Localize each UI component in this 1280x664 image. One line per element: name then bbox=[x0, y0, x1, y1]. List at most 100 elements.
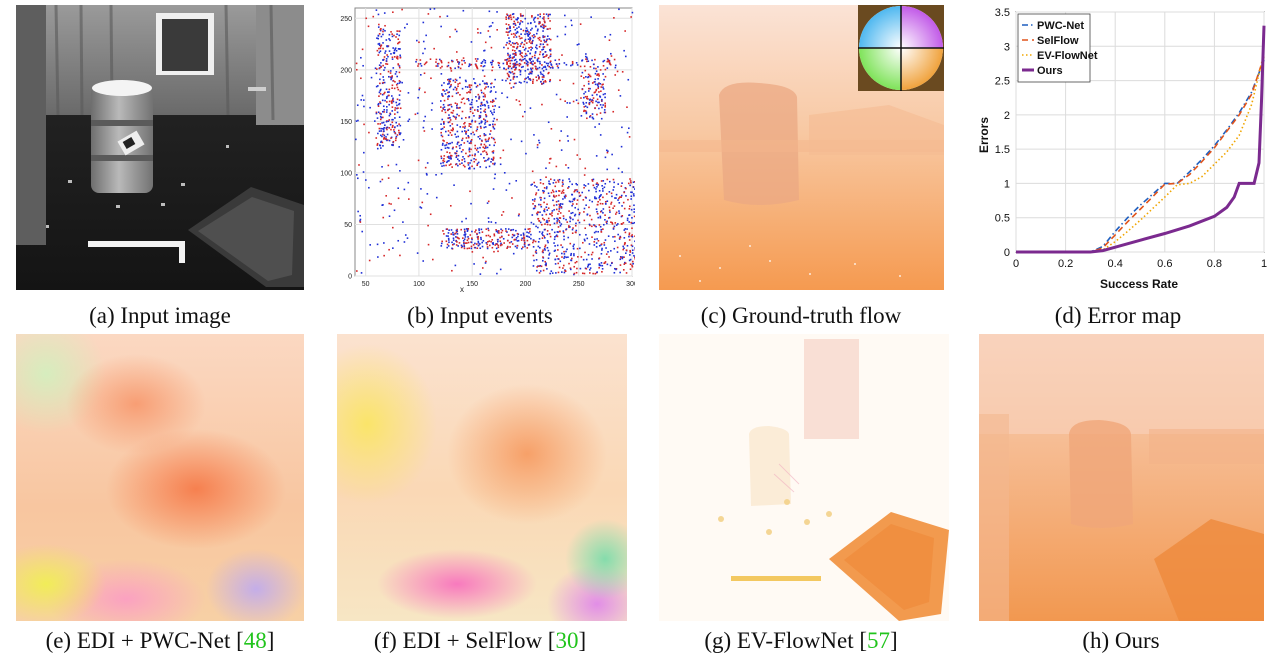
event-dot bbox=[508, 71, 511, 73]
event-dot bbox=[457, 154, 460, 157]
event-dot bbox=[626, 106, 628, 109]
event-dot bbox=[438, 58, 441, 61]
event-dot bbox=[584, 95, 587, 98]
event-dot bbox=[593, 224, 595, 226]
event-dot bbox=[553, 222, 556, 225]
event-dot bbox=[595, 246, 598, 248]
event-dot bbox=[535, 193, 537, 196]
event-dot bbox=[470, 247, 473, 250]
event-dot bbox=[508, 182, 511, 185]
event-dot bbox=[530, 221, 533, 224]
event-dot bbox=[443, 140, 445, 142]
event-dot bbox=[548, 195, 551, 197]
event-dot bbox=[535, 67, 537, 70]
event-dot bbox=[474, 144, 476, 147]
event-dot bbox=[393, 49, 396, 52]
event-dot bbox=[542, 43, 545, 46]
event-dot bbox=[541, 73, 544, 76]
event-dot bbox=[597, 78, 599, 80]
event-dot bbox=[440, 25, 442, 28]
event-dot bbox=[544, 263, 547, 266]
event-dot bbox=[457, 91, 459, 94]
event-dot bbox=[527, 76, 529, 79]
event-dot bbox=[625, 272, 628, 274]
event-dot bbox=[587, 90, 590, 92]
event-dot bbox=[503, 242, 505, 244]
event-dot bbox=[392, 140, 395, 143]
event-dot bbox=[377, 43, 380, 45]
event-dot bbox=[522, 58, 525, 61]
event-dot bbox=[422, 40, 425, 43]
event-dot bbox=[629, 249, 631, 252]
event-dot bbox=[380, 130, 383, 132]
event-dot bbox=[454, 118, 457, 120]
event-dot bbox=[531, 70, 534, 73]
event-dot bbox=[523, 243, 526, 246]
event-dot bbox=[542, 249, 544, 252]
event-dot bbox=[549, 66, 552, 69]
event-dot bbox=[451, 241, 453, 244]
event-dot bbox=[562, 231, 565, 234]
event-dot bbox=[522, 246, 524, 248]
event-dot bbox=[533, 54, 536, 57]
event-dot bbox=[629, 205, 631, 208]
event-dot bbox=[613, 186, 615, 188]
event-dot bbox=[535, 225, 537, 228]
event-dot bbox=[513, 56, 515, 58]
event-dot bbox=[488, 240, 491, 242]
event-dot bbox=[519, 22, 521, 24]
event-dot bbox=[562, 183, 564, 185]
event-dot bbox=[393, 130, 396, 133]
event-dot bbox=[507, 31, 509, 34]
event-dot bbox=[558, 194, 560, 197]
citation-30[interactable]: 30 bbox=[555, 628, 579, 653]
event-dot bbox=[548, 71, 550, 74]
event-dot bbox=[557, 271, 560, 274]
event-dot bbox=[607, 251, 609, 253]
event-dot bbox=[382, 47, 384, 50]
event-dot bbox=[537, 226, 539, 229]
event-dot bbox=[518, 100, 521, 103]
event-dot bbox=[519, 45, 522, 47]
event-dot bbox=[440, 123, 442, 125]
event-dot bbox=[508, 37, 510, 39]
event-dot bbox=[526, 231, 528, 234]
event-dot bbox=[456, 104, 458, 107]
event-dot bbox=[449, 78, 452, 80]
event-dot bbox=[396, 134, 399, 136]
event-dot bbox=[613, 271, 616, 274]
event-dot bbox=[563, 62, 566, 64]
event-dot bbox=[549, 178, 552, 181]
event-dot bbox=[515, 36, 518, 38]
error-map-panel: 0 0.2 0.4 0.6 0.8 1 0 0.5 1 1.5 2 2.5 3 3.5 Success R… bbox=[968, 0, 1268, 300]
citation-57[interactable]: 57 bbox=[867, 628, 890, 653]
event-dot bbox=[470, 63, 473, 66]
event-dot bbox=[553, 204, 555, 207]
event-dot bbox=[480, 89, 483, 92]
event-dot bbox=[540, 80, 542, 83]
event-dot bbox=[564, 194, 567, 197]
event-dot bbox=[619, 264, 622, 266]
event-dot bbox=[382, 33, 384, 36]
event-dot bbox=[538, 237, 541, 240]
event-dot bbox=[553, 179, 556, 181]
event-dot bbox=[524, 58, 526, 60]
event-dot bbox=[621, 171, 623, 173]
event-dot bbox=[543, 13, 545, 15]
event-dot bbox=[538, 231, 541, 233]
event-dot bbox=[378, 64, 381, 67]
event-dot bbox=[531, 55, 534, 58]
event-dot bbox=[449, 124, 452, 127]
event-dot bbox=[564, 197, 566, 199]
citation-48[interactable]: 48 bbox=[243, 628, 267, 653]
event-dot bbox=[398, 103, 400, 106]
event-dot bbox=[487, 158, 489, 161]
event-dot bbox=[385, 88, 388, 91]
event-dot bbox=[603, 111, 606, 114]
event-dot bbox=[518, 23, 521, 26]
event-dot bbox=[604, 182, 607, 185]
event-dot bbox=[459, 163, 461, 165]
event-dot bbox=[532, 240, 535, 242]
event-dot bbox=[571, 204, 573, 207]
legend-label: PWC-Net bbox=[1037, 20, 1084, 32]
